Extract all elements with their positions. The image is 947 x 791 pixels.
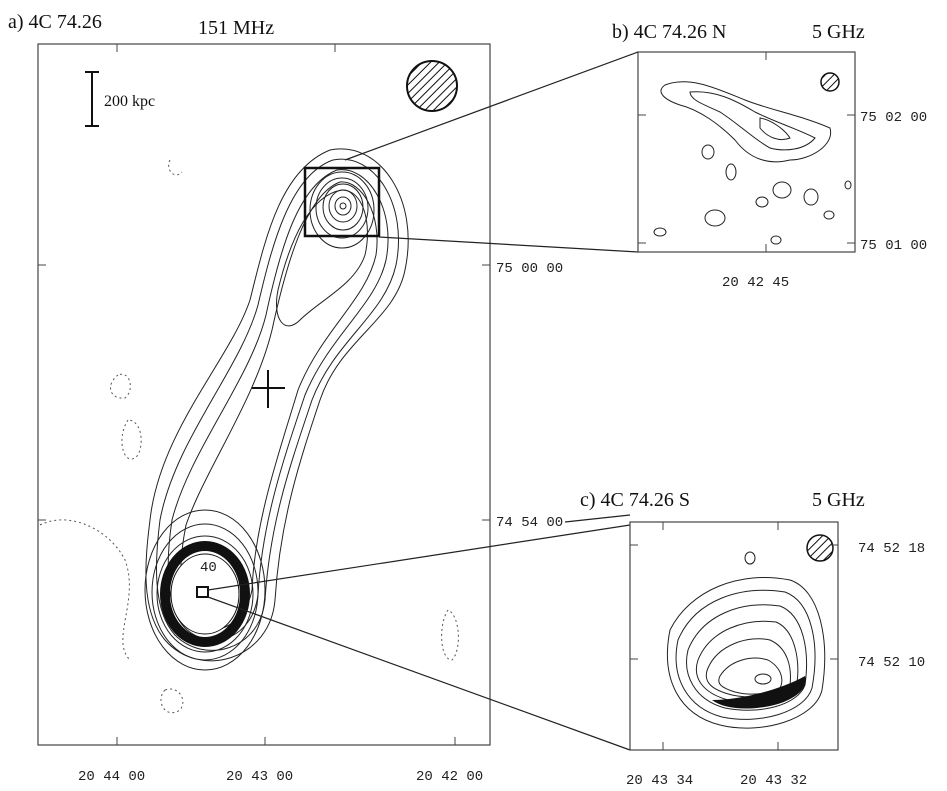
- panel-label: a) 4C 74.26: [8, 11, 102, 33]
- y-tick-label: 75 01 00: [860, 238, 927, 254]
- x-tick-label: 20 42 45: [722, 275, 789, 291]
- panel-c: c) 4C 74.26 S 5 GHz 74 52 18 74 52 10 20…: [580, 489, 925, 789]
- x-tick-label: 20 43 34: [626, 773, 693, 789]
- panel-b: b) 4C 74.26 N 5 GHz 75 02 00 75 01 00 20…: [612, 21, 927, 291]
- beam: [407, 61, 457, 111]
- contours: [654, 82, 851, 244]
- beam: [821, 73, 839, 91]
- x-tick-label: 20 43 00: [226, 769, 293, 785]
- contours: [667, 552, 824, 728]
- zoom-box-south: [197, 587, 208, 597]
- figure: a) 4C 74.26 151 MHz 200 kpc: [0, 0, 947, 791]
- panel-a: a) 4C 74.26 151 MHz 200 kpc: [8, 11, 563, 785]
- panel-label: c) 4C 74.26 S: [580, 489, 690, 511]
- y-tick-label: 75 00 00: [496, 261, 563, 277]
- y-tick-label: 74 54 00: [496, 515, 563, 531]
- y-tick-label: 74 52 18: [858, 541, 925, 557]
- x-tick-label: 20 44 00: [78, 769, 145, 785]
- contour-label: 40: [200, 560, 217, 576]
- scale-bar: [85, 72, 99, 126]
- frequency: 5 GHz: [812, 489, 865, 511]
- x-tick-label: 20 43 32: [740, 773, 807, 789]
- connector-lines: [208, 52, 638, 750]
- panel-label: b) 4C 74.26 N: [612, 21, 726, 43]
- scale-bar-label: 200 kpc: [104, 93, 155, 110]
- y-tick-label: 75 02 00: [860, 110, 927, 126]
- panel-frame: [38, 44, 490, 745]
- tick-marks: [630, 522, 838, 750]
- y-tick-label: 74 52 10: [858, 655, 925, 671]
- frequency: 5 GHz: [812, 21, 865, 43]
- x-tick-label: 20 42 00: [416, 769, 483, 785]
- contours: [40, 149, 458, 713]
- tick-marks: [38, 44, 490, 745]
- beam: [807, 535, 833, 561]
- frequency: 151 MHz: [198, 17, 274, 39]
